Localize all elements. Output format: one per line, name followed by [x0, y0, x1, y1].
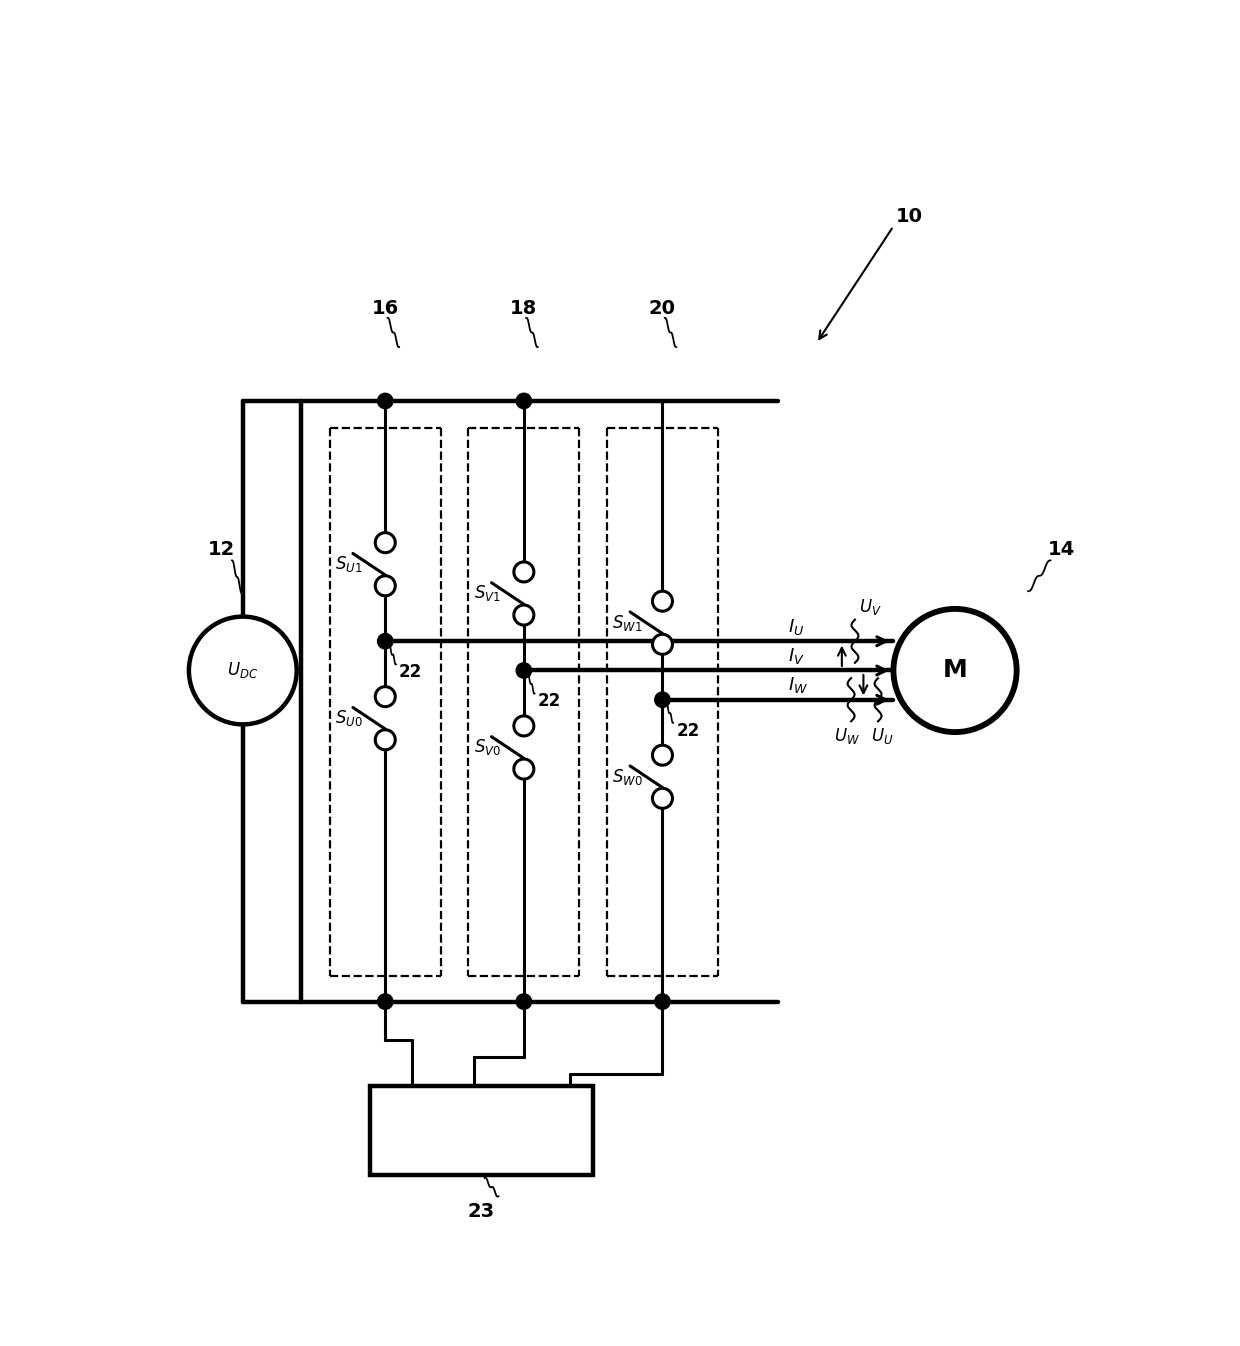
Circle shape [188, 616, 296, 724]
Circle shape [376, 576, 396, 596]
Circle shape [652, 591, 672, 611]
Circle shape [376, 533, 396, 553]
Text: 10: 10 [895, 207, 923, 226]
Circle shape [894, 608, 1017, 732]
Circle shape [652, 746, 672, 765]
Circle shape [377, 634, 393, 649]
Text: 22: 22 [399, 664, 423, 681]
Bar [370, 1086, 593, 1175]
Circle shape [513, 561, 534, 581]
Circle shape [513, 759, 534, 779]
Circle shape [652, 634, 672, 654]
Text: 14: 14 [1048, 540, 1075, 559]
Text: $S_{U0}$: $S_{U0}$ [335, 708, 363, 728]
Circle shape [376, 730, 396, 750]
Circle shape [655, 993, 670, 1010]
Text: 16: 16 [372, 299, 399, 318]
Circle shape [513, 716, 534, 736]
Text: $S_{V1}$: $S_{V1}$ [474, 583, 501, 603]
Text: $U_W$: $U_W$ [835, 725, 861, 746]
Text: $U_U$: $U_U$ [870, 725, 893, 746]
Text: $I_V$: $I_V$ [787, 646, 805, 666]
Text: $S_{U1}$: $S_{U1}$ [335, 555, 362, 575]
Text: $I_U$: $I_U$ [787, 616, 805, 637]
Circle shape [655, 692, 670, 708]
Text: 22: 22 [538, 692, 560, 711]
Circle shape [652, 789, 672, 809]
Text: $U_V$: $U_V$ [859, 596, 882, 616]
Text: 18: 18 [510, 299, 537, 318]
Circle shape [377, 393, 393, 409]
Circle shape [516, 393, 532, 409]
Text: $I_W$: $I_W$ [787, 676, 808, 695]
Text: 22: 22 [676, 721, 699, 739]
Text: $S_{W0}$: $S_{W0}$ [613, 767, 644, 787]
Text: $S_{V0}$: $S_{V0}$ [474, 738, 501, 758]
Text: $S_{W1}$: $S_{W1}$ [613, 612, 642, 633]
Circle shape [377, 993, 393, 1010]
Text: 12: 12 [207, 540, 234, 559]
Circle shape [516, 662, 532, 678]
Circle shape [516, 993, 532, 1010]
Circle shape [513, 606, 534, 625]
Circle shape [376, 686, 396, 707]
Text: M: M [942, 658, 967, 682]
Text: $U_{DC}$: $U_{DC}$ [227, 661, 258, 681]
Text: 20: 20 [649, 299, 676, 318]
Text: 23: 23 [467, 1202, 495, 1221]
